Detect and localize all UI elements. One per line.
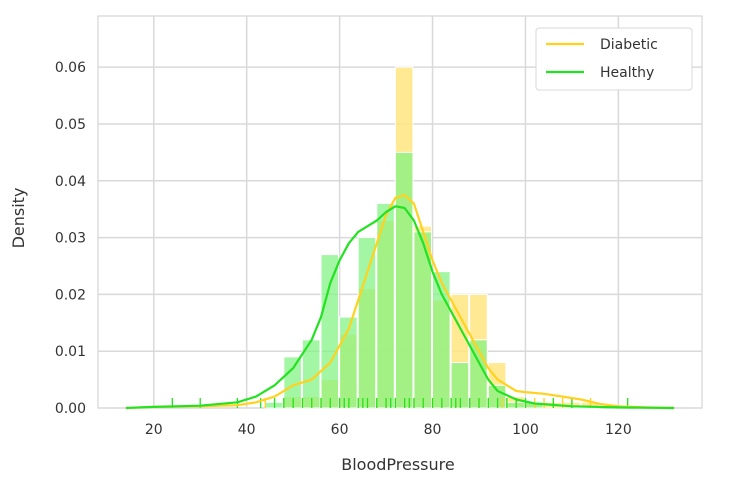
x-axis-title: BloodPressure	[341, 455, 454, 474]
kde-diabetic	[125, 193, 675, 410]
y-tick-label-5: 0.05	[55, 117, 86, 133]
rug-marks	[171, 398, 629, 408]
x-tick-label-2: 60	[331, 422, 349, 438]
bars-healthy	[264, 151, 544, 409]
y-tick-label-0: 0.00	[55, 401, 86, 417]
y-axis-title: Density	[9, 188, 28, 249]
bar-healthy-5	[357, 237, 377, 409]
bar-healthy-7	[394, 151, 414, 409]
legend-label-diabetic: Diabetic	[600, 37, 658, 53]
rug-healthy	[171, 398, 629, 408]
legend-label-healthy: Healthy	[600, 65, 654, 81]
y-tick-label-4: 0.04	[55, 174, 86, 190]
x-tick-label-5: 120	[605, 422, 632, 438]
x-tick-label-1: 40	[238, 422, 256, 438]
kde-healthy	[125, 205, 675, 410]
y-tick-label-2: 0.02	[55, 287, 86, 303]
x-tick-label-4: 100	[512, 422, 539, 438]
y-tick-label-1: 0.01	[55, 344, 86, 360]
tick-labels: 20 40 60 80 100 120 0.00 0.01 0.02 0.03 0.04 0.05 0.…	[55, 60, 632, 438]
y-tick-label-3: 0.03	[55, 231, 86, 247]
bar-healthy-3	[320, 254, 340, 409]
kde-curves	[125, 193, 675, 410]
y-tick-label-6: 0.06	[55, 60, 86, 76]
legend: Diabetic Healthy	[535, 27, 693, 91]
x-tick-label-3: 80	[424, 422, 442, 438]
x-tick-label-0: 20	[145, 422, 163, 438]
